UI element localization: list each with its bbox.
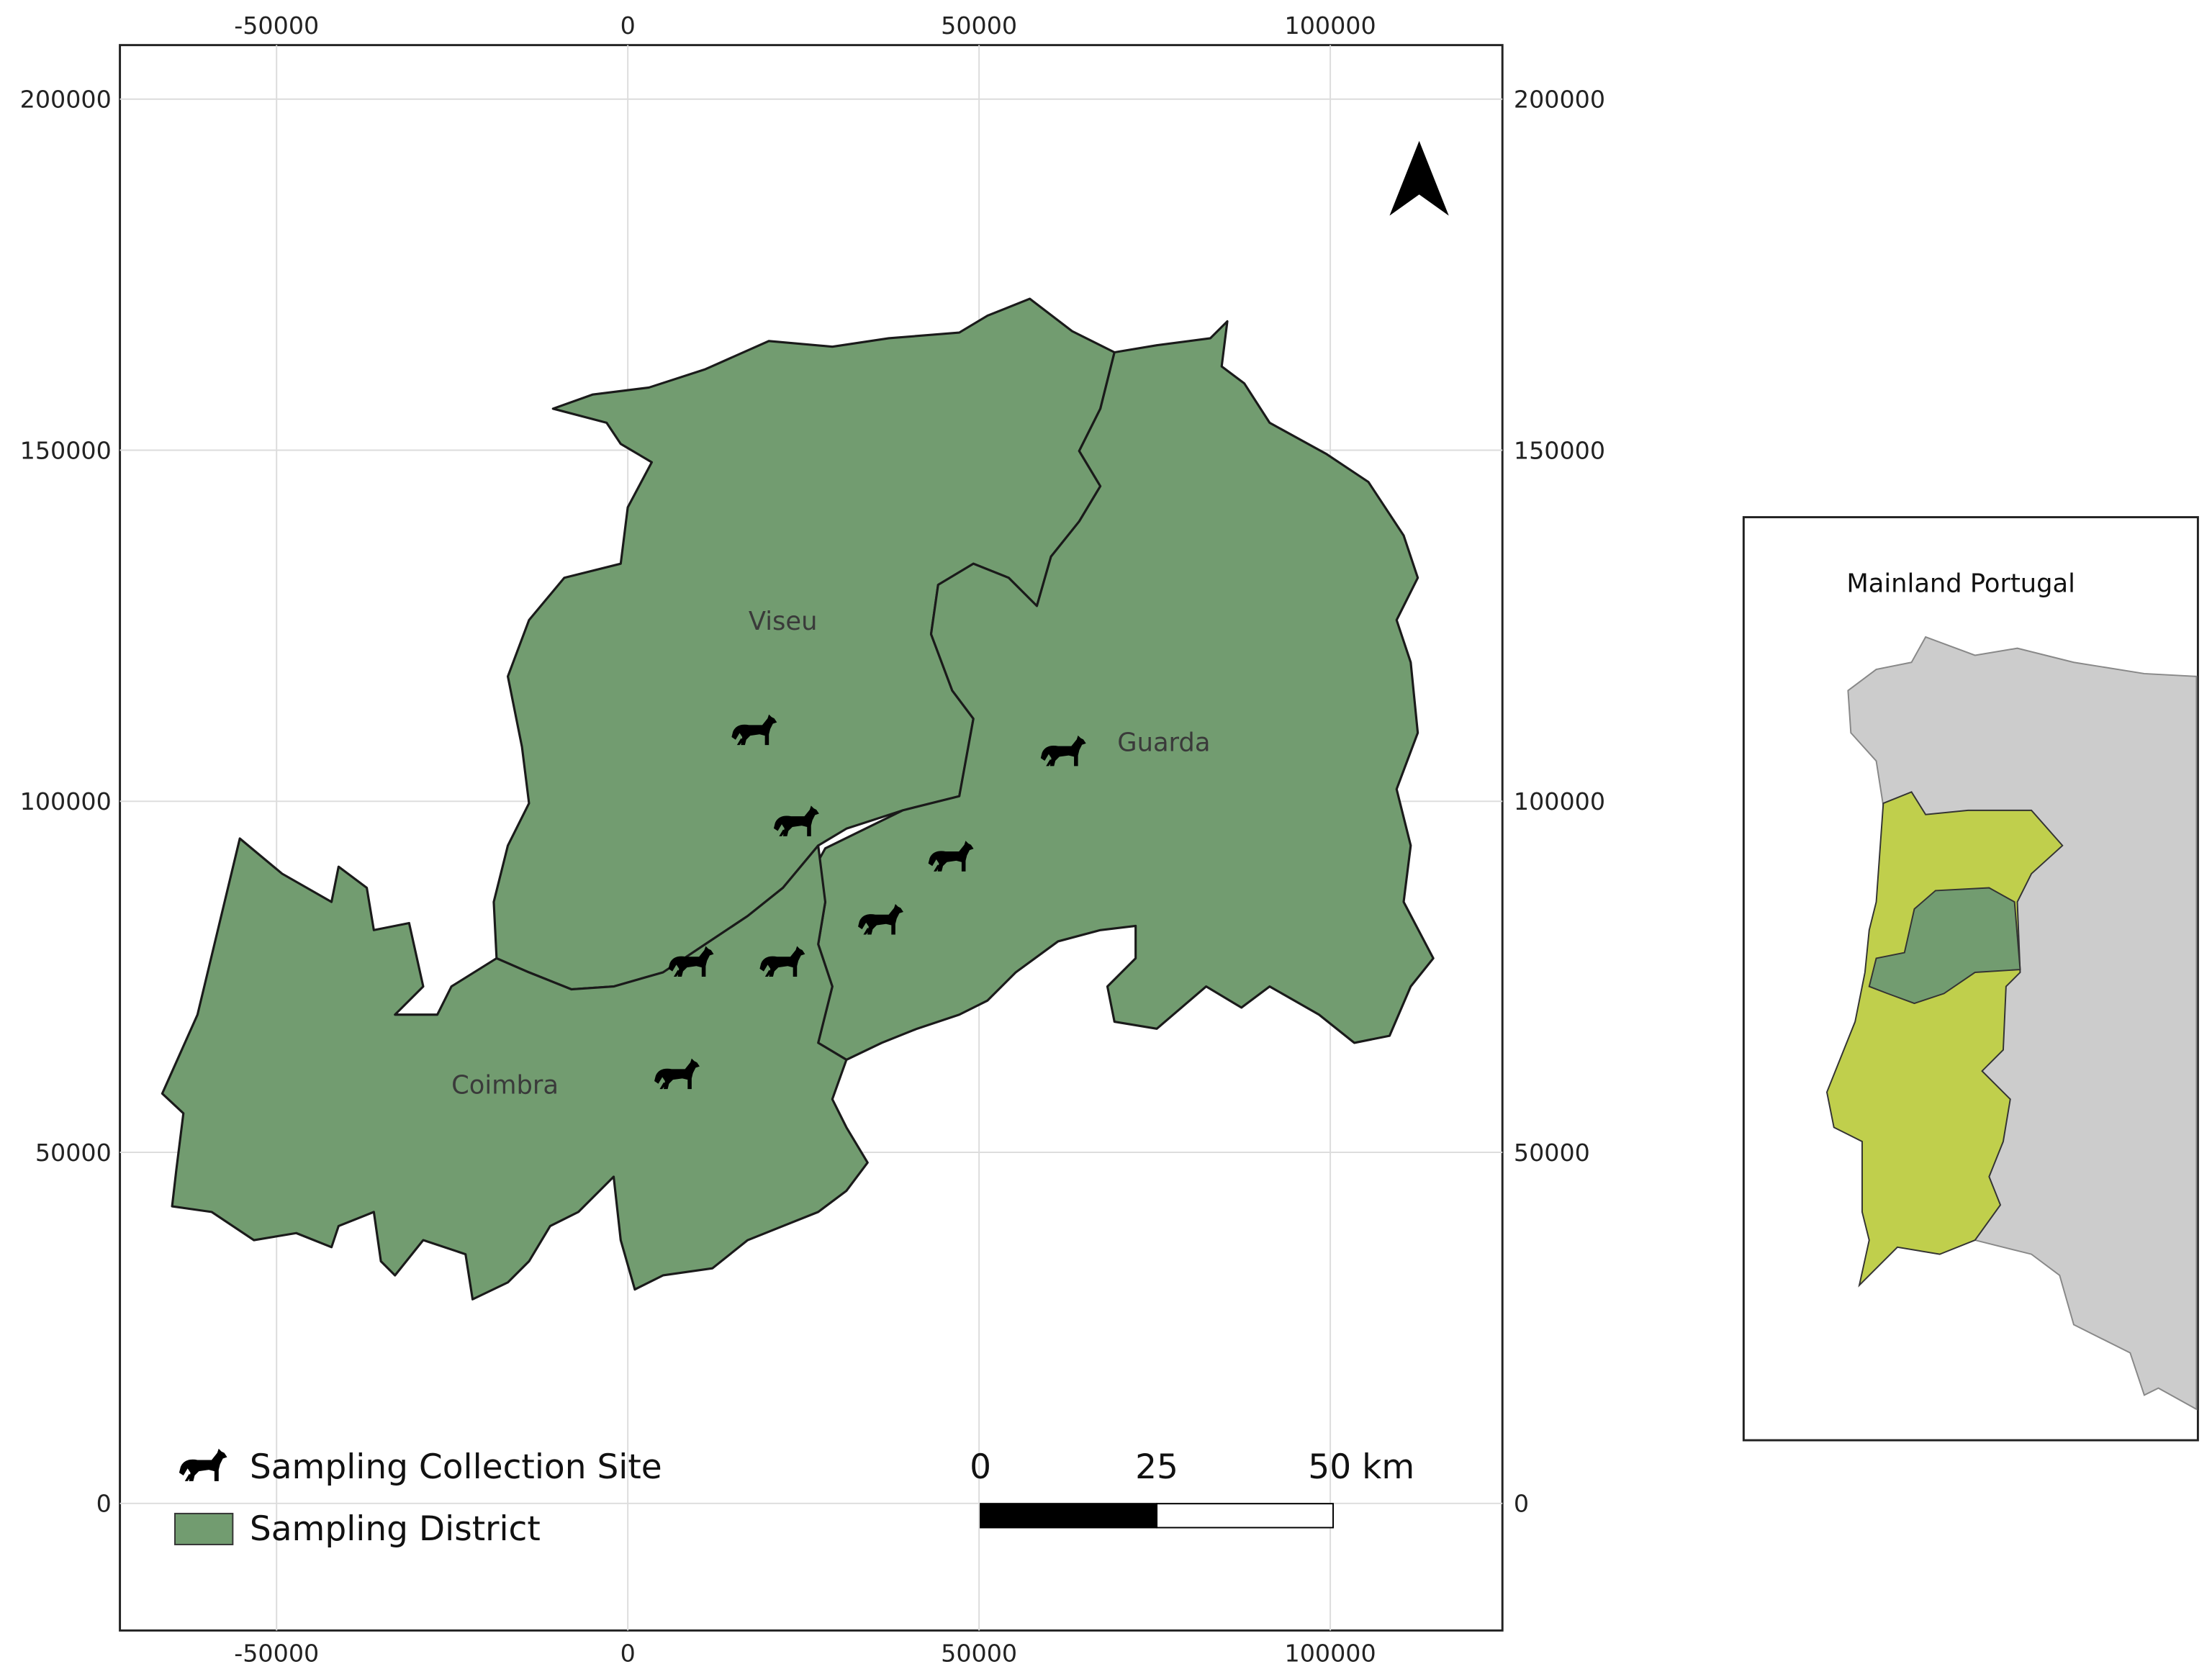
y-tick-label: 150000 — [1514, 436, 1605, 464]
legend-district-swatch — [174, 1512, 234, 1545]
x-tick-label: 100000 — [1285, 12, 1376, 40]
y-tick-label: 100000 — [1514, 787, 1605, 815]
inset-title: Mainland Portugal — [1846, 569, 2075, 598]
scale-bar-segment — [980, 1503, 1158, 1529]
coimbra-district — [161, 837, 869, 1301]
y-tick-label: 200000 — [20, 86, 112, 114]
legend-label: Sampling Collection Site — [250, 1447, 662, 1487]
y-tick-label: 200000 — [1514, 86, 1605, 114]
x-tick-label: 50000 — [941, 12, 1017, 40]
inset-map: Mainland Portugal — [1742, 516, 2199, 1442]
districts — [161, 297, 1435, 1301]
district-label: Coimbra — [451, 1070, 559, 1100]
y-tick-label: 0 — [1514, 1490, 1529, 1518]
y-tick-label: 150000 — [20, 436, 112, 464]
y-tick-label: 0 — [96, 1490, 112, 1518]
study-area — [1868, 887, 2021, 1005]
axes: -50000 -50000 0 0 50000 50000 100000 100000 0 0 50… — [20, 12, 1605, 1667]
x-tick-label: -50000 — [234, 1639, 319, 1667]
x-tick-label: -50000 — [234, 12, 319, 40]
x-tick-label: 0 — [620, 12, 636, 40]
legend-label: Sampling District — [250, 1509, 541, 1549]
y-tick-label: 100000 — [20, 787, 112, 815]
x-tick-label: 50000 — [941, 1639, 1017, 1667]
y-tick-label: 50000 — [35, 1139, 112, 1167]
scale-label: 25 — [1135, 1447, 1178, 1487]
y-tick-label: 50000 — [1514, 1139, 1590, 1167]
guarda-district — [810, 320, 1435, 1061]
scale-bar-segment — [1156, 1503, 1335, 1529]
x-tick-label: 100000 — [1285, 1639, 1376, 1667]
district-label: Viseu — [749, 607, 818, 636]
x-tick-label: 0 — [620, 1639, 636, 1667]
scale-label: 50 km — [1308, 1447, 1414, 1487]
north-arrow — [1389, 140, 1449, 216]
scale-label: 0 — [970, 1447, 991, 1487]
district-label: Guarda — [1117, 728, 1210, 758]
